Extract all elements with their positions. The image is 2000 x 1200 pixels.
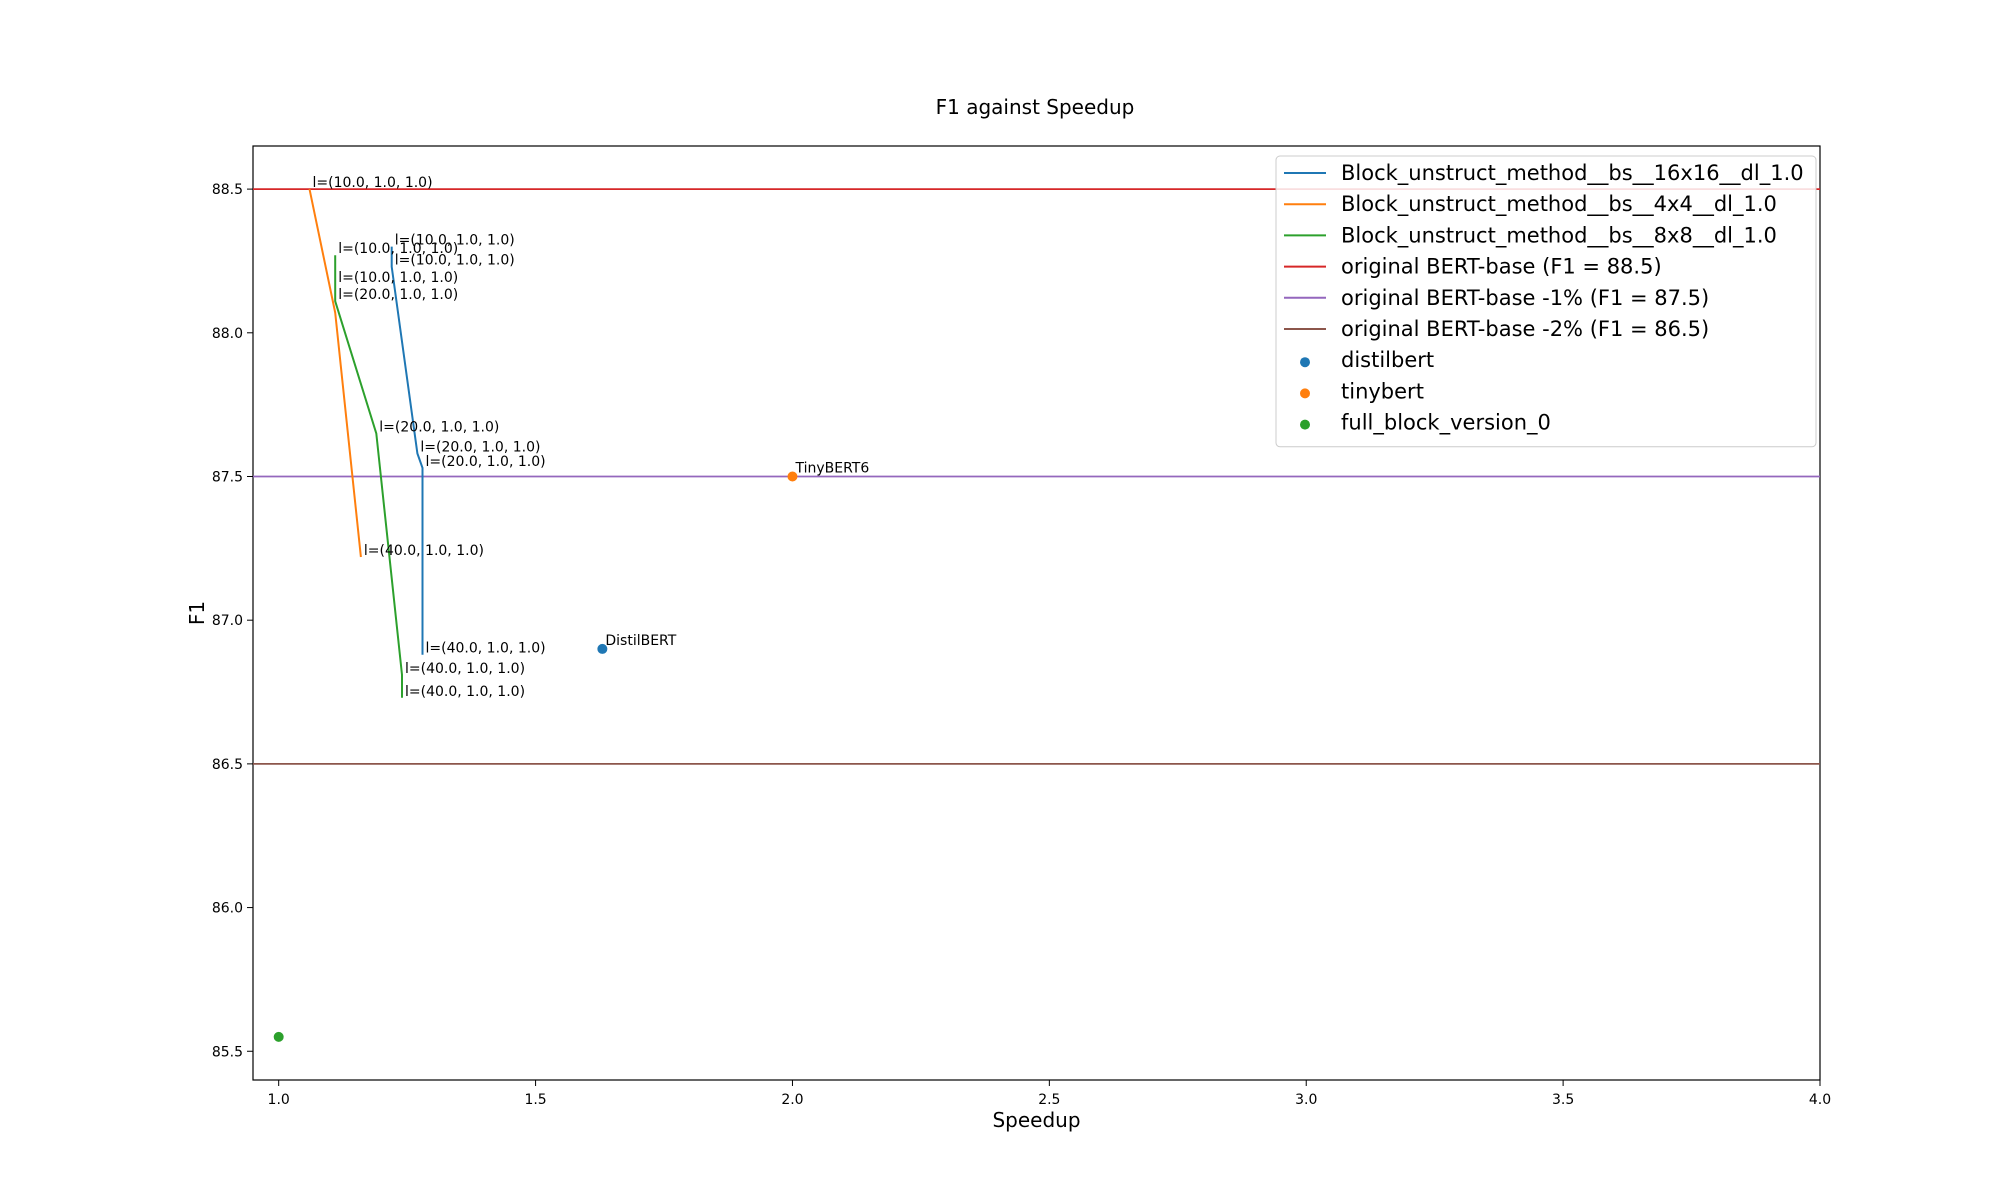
chart-title: F1 against Speedup: [936, 95, 1135, 119]
legend-label: Block_unstruct_method__bs__4x4__dl_1.0: [1341, 192, 1777, 217]
point-annotation: l=(40.0, 1.0, 1.0): [426, 641, 546, 657]
legend-label: Block_unstruct_method__bs__16x16__dl_1.0: [1341, 161, 1804, 186]
y-tick-label: 85.5: [212, 1044, 243, 1060]
point-annotation: l=(10.0, 1.0, 1.0): [395, 253, 515, 269]
series-line: [390, 246, 424, 655]
series-line: [308, 188, 362, 558]
y-tick-label: 88.0: [212, 326, 243, 342]
x-axis-title: Speedup: [992, 1108, 1080, 1132]
scatter-point: [787, 471, 798, 482]
legend-label: original BERT-base -2% (F1 = 86.5): [1341, 317, 1709, 341]
y-tick-label: 86.5: [212, 757, 243, 773]
y-tick-label: 87.5: [212, 469, 243, 485]
legend-dot-swatch: [1300, 419, 1310, 430]
legend-label: Block_unstruct_method__bs__8x8__dl_1.0: [1341, 223, 1777, 248]
y-tick-label: 88.5: [212, 182, 243, 198]
plot-frame: [252, 145, 1821, 1081]
y-tick-label: 86.0: [212, 901, 243, 917]
scatter-annotation: DistilBERT: [605, 633, 676, 649]
point-annotation: l=(20.0, 1.0, 1.0): [379, 419, 499, 435]
x-tick-label: 1.0: [268, 1092, 290, 1108]
x-tick-label: 3.0: [1295, 1092, 1317, 1108]
scatter-point: [273, 1031, 284, 1042]
legend-box: [1275, 155, 1817, 448]
scatter-annotation: TinyBERT6: [794, 460, 869, 476]
legend-label: tinybert: [1341, 379, 1424, 403]
point-annotation: l=(20.0, 1.0, 1.0): [426, 454, 546, 470]
point-annotation: l=(40.0, 1.0, 1.0): [364, 543, 484, 559]
x-tick-label: 3.5: [1552, 1092, 1574, 1108]
point-annotation: l=(10.0, 1.0, 1.0): [338, 270, 458, 286]
scatter-point: [597, 643, 608, 654]
y-tick-label: 87.0: [212, 613, 243, 629]
legend-dot-swatch: [1300, 357, 1310, 368]
legend-label: original BERT-base -1% (F1 = 87.5): [1341, 286, 1709, 310]
y-axis-title: F1: [185, 601, 209, 625]
point-annotation: l=(10.0, 1.0, 1.0): [338, 241, 458, 257]
x-tick-label: 4.0: [1809, 1092, 1831, 1108]
series-line: [334, 255, 403, 698]
legend-label: full_block_version_0: [1341, 411, 1551, 436]
point-annotation: l=(20.0, 1.0, 1.0): [338, 287, 458, 303]
legend-dot-swatch: [1300, 388, 1310, 399]
legend-label: original BERT-base (F1 = 88.5): [1341, 255, 1662, 279]
x-tick-label: 2.0: [781, 1092, 803, 1108]
x-tick-label: 2.5: [1038, 1092, 1060, 1108]
point-annotation: l=(10.0, 1.0, 1.0): [395, 233, 515, 249]
point-annotation: l=(20.0, 1.0, 1.0): [420, 440, 540, 456]
legend-label: distilbert: [1341, 348, 1434, 372]
x-tick-label: 1.5: [524, 1092, 546, 1108]
point-annotation: l=(40.0, 1.0, 1.0): [405, 684, 525, 700]
point-annotation: l=(10.0, 1.0, 1.0): [313, 175, 433, 191]
point-annotation: l=(40.0, 1.0, 1.0): [405, 661, 525, 677]
